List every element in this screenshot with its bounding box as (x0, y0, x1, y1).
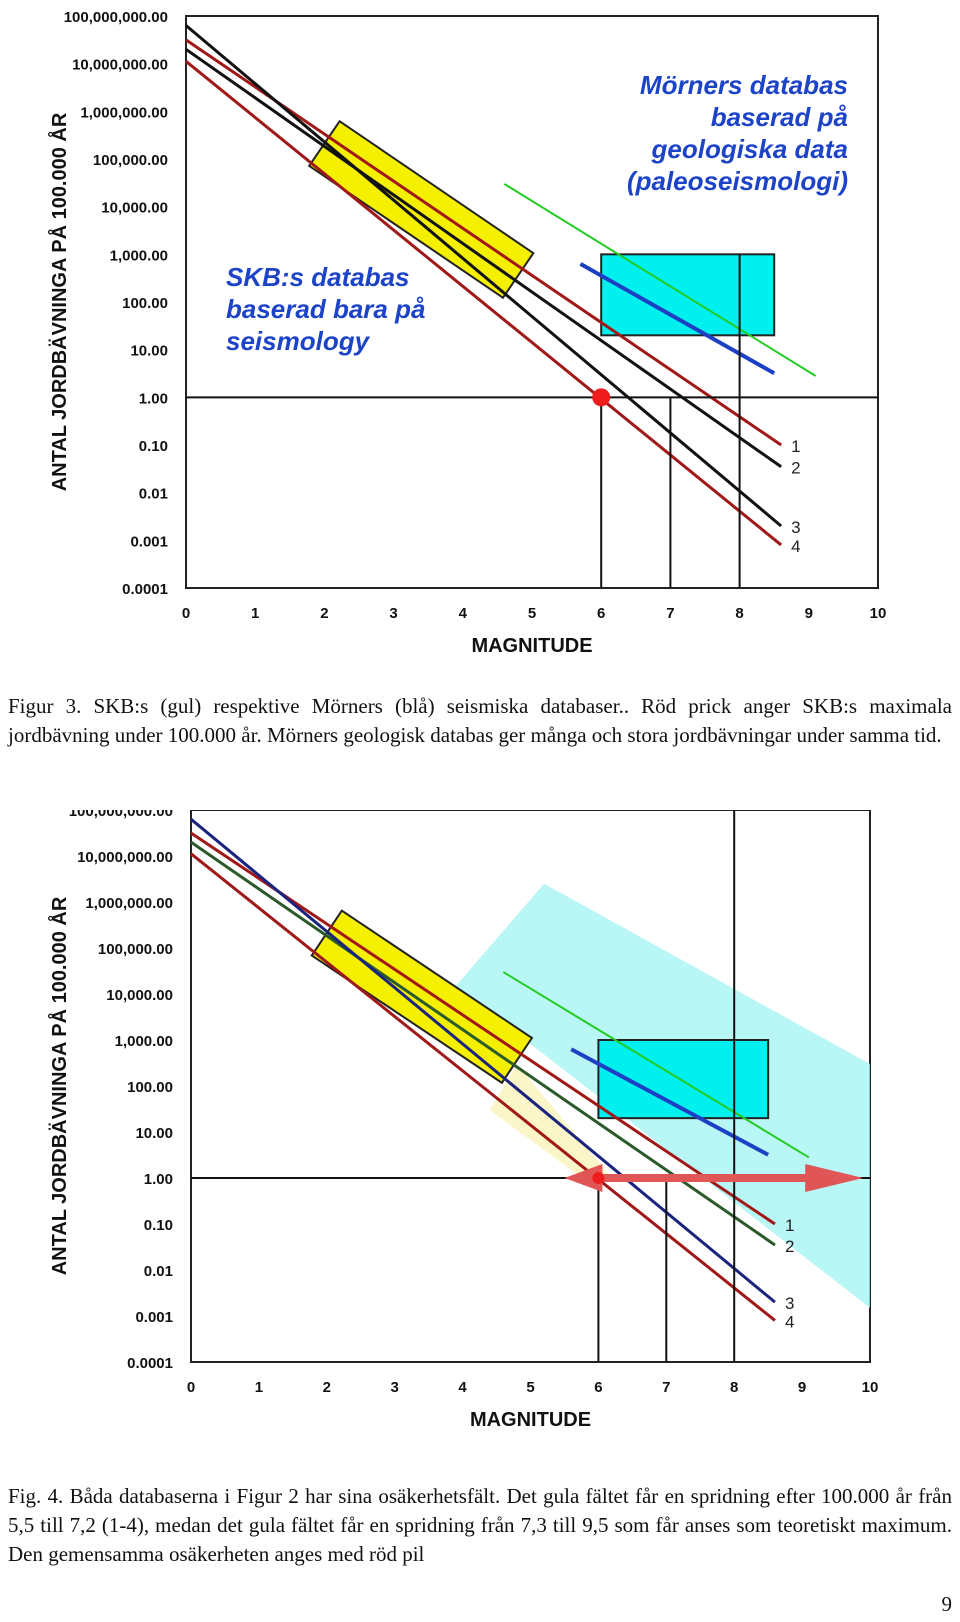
annotation-line: baserad på (711, 102, 848, 132)
x-tick-label: 3 (389, 605, 397, 622)
yellow-uncertainty-band (489, 1064, 612, 1186)
annotation-line: seismology (226, 326, 371, 356)
x-tick-label: 7 (666, 605, 674, 622)
annotation-2: SKB:s databas baserad bara på seismology (226, 262, 425, 356)
x-tick-label: 2 (323, 1379, 331, 1396)
figure-4-chart: 1234100,000,000.0010,000,000.001,000,000… (47, 810, 879, 1431)
y-tick-label: 0.001 (135, 1309, 173, 1326)
annotation-line: SKB:s databas (226, 262, 410, 292)
series-line-3 (190, 818, 776, 1304)
annotation-line: (paleoseismologi) (627, 166, 848, 196)
x-tick-label: 6 (597, 605, 605, 622)
y-tick-label: 10,000,000.00 (72, 57, 168, 74)
x-tick-label: 4 (459, 605, 468, 622)
y-tick-label: 100,000,000.00 (69, 810, 173, 820)
x-tick-label: 10 (870, 605, 887, 622)
y-tick-label: 100,000.00 (98, 941, 173, 958)
y-tick-label: 0.0001 (127, 1355, 173, 1372)
series-line-3 (185, 24, 783, 528)
y-tick-label: 10,000.00 (101, 200, 168, 217)
x-tick-label: 0 (187, 1379, 195, 1396)
x-tick-label: 8 (730, 1379, 738, 1396)
cyan-box (600, 253, 776, 337)
x-tick-label: 6 (594, 1379, 602, 1396)
series-label-4: 4 (791, 537, 800, 556)
x-tick-label: 4 (458, 1379, 467, 1396)
page-number: 9 (941, 1592, 953, 1616)
blue-line (579, 262, 776, 375)
figure-3-caption: Figur 3. SKB:s (gul) respektive Mörners … (8, 694, 952, 747)
x-tick-label: 5 (526, 1379, 534, 1396)
y-tick-label: 0.01 (139, 486, 168, 503)
x-tick-label: 8 (735, 605, 743, 622)
y-tick-label: 10,000,000.00 (77, 849, 173, 866)
y-tick-label: 10.00 (135, 1125, 173, 1142)
y-tick-label: 1,000,000.00 (85, 895, 173, 912)
red-arrow-head-left (564, 1164, 603, 1192)
annotation-1: Mörners databas baserad på geologiska data… (627, 70, 848, 196)
y-tick-label: 10,000.00 (106, 987, 173, 1004)
y-tick-label: 1.00 (139, 390, 168, 407)
y-axis-label: ANTAL JORDBÄVNINGA PÅ 100.000 ÅR (47, 112, 71, 491)
series-label-1: 1 (791, 437, 800, 456)
red-dot (592, 388, 611, 407)
y-tick-label: 100.00 (127, 1079, 173, 1096)
x-tick-label: 7 (662, 1379, 670, 1396)
green-line (503, 183, 817, 377)
y-tick-label: 10.00 (130, 343, 168, 360)
x-tick-label: 3 (391, 1379, 399, 1396)
red-arrow-head-right (805, 1164, 864, 1192)
y-tick-label: 0.01 (144, 1263, 173, 1280)
x-tick-label: 9 (805, 605, 813, 622)
annotation-line: baserad bara på (226, 294, 425, 324)
x-tick-label: 10 (862, 1379, 879, 1396)
y-tick-label: 100.00 (122, 295, 168, 312)
y-tick-label: 0.10 (139, 438, 168, 455)
series-line-4 (190, 852, 776, 1322)
y-tick-label: 1.00 (144, 1171, 173, 1188)
x-axis-label: MAGNITUDE (470, 1409, 591, 1431)
red-dot (592, 1172, 605, 1184)
series-label-2: 2 (791, 459, 800, 478)
y-axis-label: ANTAL JORDBÄVNINGA PÅ 100.000 ÅR (47, 896, 71, 1275)
series-label-3: 3 (791, 518, 800, 537)
x-tick-label: 9 (798, 1379, 806, 1396)
x-tick-label: 5 (528, 605, 536, 622)
x-tick-label: 0 (182, 605, 190, 622)
series-label-2: 2 (785, 1237, 794, 1256)
annotation-line: Mörners databas (640, 70, 848, 100)
y-tick-label: 1,000,000.00 (80, 104, 168, 121)
y-tick-label: 0.10 (144, 1217, 173, 1234)
series-label-1: 1 (785, 1216, 794, 1235)
series-label-4: 4 (785, 1312, 794, 1331)
green-line (502, 971, 810, 1159)
y-tick-label: 100,000.00 (93, 152, 168, 169)
figure-3-chart: 1234100,000,000.0010,000,000.001,000,000… (47, 9, 887, 657)
figure-4-caption: Fig. 4. Båda databaserna i Figur 2 har s… (8, 1484, 952, 1566)
x-tick-label: 1 (251, 605, 259, 622)
x-axis-label: MAGNITUDE (471, 635, 592, 657)
x-tick-label: 2 (320, 605, 328, 622)
series-line-4 (185, 60, 783, 547)
annotation-line: geologiska data (651, 134, 849, 164)
y-tick-label: 100,000,000.00 (64, 9, 168, 26)
y-tick-label: 0.0001 (122, 581, 168, 598)
y-tick-label: 1,000.00 (115, 1033, 173, 1050)
series-label-3: 3 (785, 1294, 794, 1313)
blue-line (570, 1047, 770, 1157)
y-tick-label: 0.001 (130, 533, 168, 550)
x-tick-label: 1 (255, 1379, 263, 1396)
y-tick-label: 1,000.00 (110, 247, 168, 264)
